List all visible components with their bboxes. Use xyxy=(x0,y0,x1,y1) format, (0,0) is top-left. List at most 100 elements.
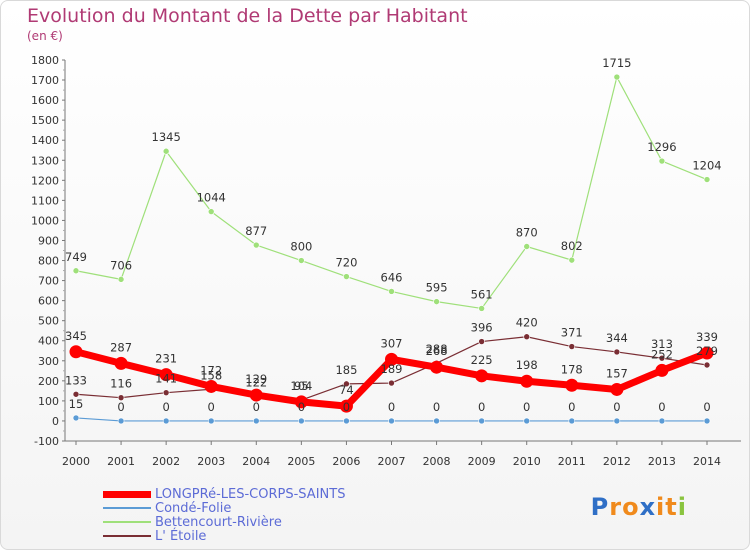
y-tick-label: 300 xyxy=(38,355,59,368)
legend-label: LONGPRé-LES-CORPS-SAINTS xyxy=(155,486,346,502)
y-tick-label: -100 xyxy=(34,435,59,448)
data-label: 104 xyxy=(290,379,312,393)
chart-subtitle: (en €) xyxy=(27,29,63,43)
legend-item: Bettencourt-Rivière xyxy=(103,514,282,530)
data-point xyxy=(388,417,395,425)
legend-label: Condé-Folie xyxy=(155,500,232,516)
data-point xyxy=(162,417,170,425)
data-point xyxy=(72,414,80,422)
data-label: 877 xyxy=(245,224,267,238)
data-point xyxy=(568,256,576,264)
data-label: 595 xyxy=(426,281,448,295)
data-label: 0 xyxy=(523,400,530,414)
data-label: 646 xyxy=(381,270,403,284)
data-point xyxy=(204,379,218,393)
data-point xyxy=(613,73,621,81)
y-tick-label: 1000 xyxy=(31,214,59,227)
legend-label: Bettencourt-Rivière xyxy=(155,514,282,530)
x-tick-label: 2010 xyxy=(513,455,541,468)
data-point xyxy=(343,273,350,280)
data-point xyxy=(520,374,534,388)
y-tick-label: 1700 xyxy=(31,74,59,87)
data-point xyxy=(703,176,711,183)
data-point xyxy=(613,417,621,425)
data-point xyxy=(475,369,489,383)
data-point xyxy=(523,243,531,250)
data-label: 371 xyxy=(561,326,583,340)
x-tick-label: 2009 xyxy=(468,455,496,468)
y-tick-label: 1100 xyxy=(31,194,59,207)
data-label: 0 xyxy=(658,400,665,414)
data-label: 185 xyxy=(335,363,357,377)
x-tick-label: 2007 xyxy=(378,455,406,468)
data-label: 0 xyxy=(298,400,305,414)
data-label: 307 xyxy=(381,336,403,350)
data-point xyxy=(703,417,711,425)
logo-letter: o xyxy=(622,493,640,521)
data-label: 1296 xyxy=(647,140,676,154)
y-tick-label: 700 xyxy=(38,275,59,288)
proxiti-logo: Proxiti xyxy=(591,493,687,521)
data-label: 0 xyxy=(388,400,395,414)
data-point xyxy=(249,388,263,402)
data-label: 116 xyxy=(110,377,132,391)
data-point xyxy=(117,276,125,283)
data-label: 129 xyxy=(245,372,267,386)
logo-letter: x xyxy=(639,493,657,521)
data-point xyxy=(162,389,170,396)
x-tick-label: 2001 xyxy=(107,455,135,468)
data-label: 287 xyxy=(110,340,132,354)
data-point xyxy=(610,382,624,396)
x-tick-label: 2002 xyxy=(152,455,180,468)
data-point xyxy=(478,305,485,312)
y-tick-label: 200 xyxy=(38,375,59,388)
x-tick-label: 2014 xyxy=(693,455,721,468)
data-label: 802 xyxy=(561,239,583,253)
data-label: 95 xyxy=(294,379,309,393)
y-tick-label: 1500 xyxy=(31,114,59,127)
y-tick-label: 0 xyxy=(52,415,59,428)
data-label: 870 xyxy=(516,225,538,239)
data-label: 800 xyxy=(290,240,312,254)
data-label: 74 xyxy=(339,383,354,397)
data-label: 157 xyxy=(606,366,628,380)
y-tick-label: 1600 xyxy=(31,94,59,107)
data-label: 178 xyxy=(561,362,583,376)
legend-swatch xyxy=(103,490,151,498)
data-label: 0 xyxy=(343,400,350,414)
data-point xyxy=(385,352,398,366)
legend-swatch xyxy=(103,535,151,537)
data-label: 133 xyxy=(65,373,87,387)
x-tick-label: 2008 xyxy=(423,455,451,468)
legend-swatch xyxy=(103,521,151,523)
x-tick-label: 2003 xyxy=(197,455,225,468)
data-label: 0 xyxy=(613,400,620,414)
data-point xyxy=(433,417,440,425)
data-label: 720 xyxy=(335,256,357,270)
data-point xyxy=(252,241,260,249)
data-label: 158 xyxy=(200,368,222,382)
data-point xyxy=(700,346,714,360)
logo-letter: r xyxy=(609,493,623,521)
data-label: 0 xyxy=(208,400,215,414)
y-tick-label: 500 xyxy=(38,315,59,328)
data-point xyxy=(478,417,485,425)
data-label: 0 xyxy=(162,400,169,414)
data-label: 189 xyxy=(381,362,403,376)
logo-letter: P xyxy=(590,493,610,521)
data-label: 0 xyxy=(433,400,440,414)
data-point xyxy=(658,157,666,165)
data-label: 396 xyxy=(471,321,493,335)
data-label: 749 xyxy=(65,250,87,264)
data-point xyxy=(478,338,485,345)
data-label: 141 xyxy=(155,372,177,386)
data-label: 1715 xyxy=(602,56,631,70)
x-tick-label: 2000 xyxy=(62,455,90,468)
data-label: 0 xyxy=(117,400,124,414)
data-point xyxy=(207,208,215,215)
logo-letter: i xyxy=(656,493,666,521)
data-label: 198 xyxy=(516,358,538,372)
y-tick-label: 1200 xyxy=(31,174,59,187)
data-label: 0 xyxy=(703,400,710,414)
